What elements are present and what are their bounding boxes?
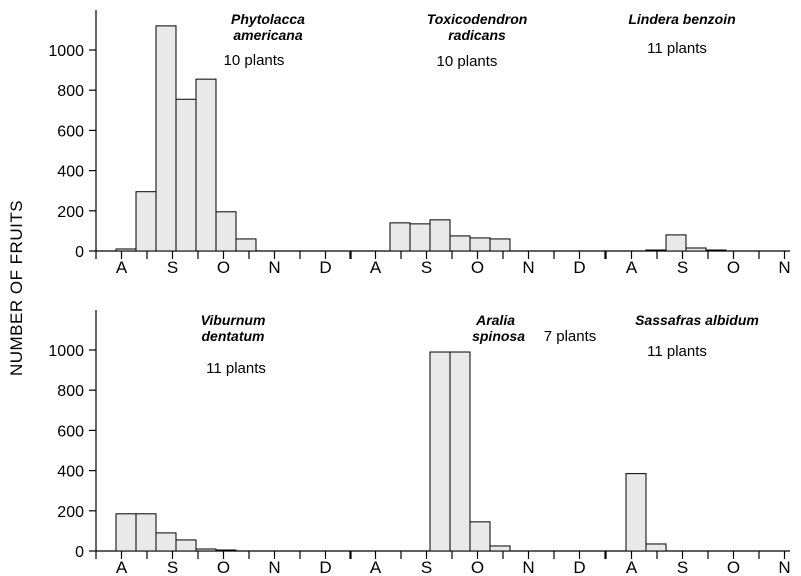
month-label: O (727, 558, 740, 576)
bar (449, 351, 471, 552)
bottom-panel: 0 200 400 600 800 1000 A S O N D A S O N D A S O N (48, 310, 791, 576)
y-axis-label: NUMBER OF FRUITS (7, 200, 26, 376)
plant-count-label: 10 plants (224, 52, 285, 69)
y-tick-label: 600 (57, 423, 84, 440)
y-tick-label: 800 (57, 383, 84, 400)
month-label: S (421, 258, 432, 277)
plant-count-label: 11 plants (647, 343, 707, 360)
y-tick-label: 800 (57, 83, 84, 100)
month-label: S (677, 258, 688, 277)
species-label: Aralia (475, 312, 515, 328)
month-label: S (167, 558, 178, 576)
bar (215, 549, 237, 552)
species-label: Toxicodendron (427, 11, 528, 27)
bar (235, 238, 257, 252)
month-label: A (626, 558, 638, 576)
bar (215, 211, 237, 252)
bar (175, 98, 197, 252)
month-label: D (319, 258, 331, 277)
month-label: O (471, 258, 484, 277)
y-tick-label: 0 (75, 544, 84, 561)
bar (155, 532, 177, 552)
bar (685, 247, 707, 252)
plant-count-label: 7 plants (544, 328, 597, 345)
y-tick-label: 400 (57, 464, 84, 481)
y-tick-label: 1000 (48, 43, 84, 60)
month-label: O (217, 258, 230, 277)
bar (469, 237, 491, 252)
bar (409, 223, 431, 252)
month-label: S (421, 558, 432, 576)
bar (115, 513, 137, 552)
month-label: D (573, 258, 585, 277)
month-label: D (319, 558, 331, 576)
month-label: N (522, 258, 534, 277)
month-label: N (778, 258, 790, 277)
y-tick-label: 200 (57, 504, 84, 521)
month-label: D (573, 558, 585, 576)
plant-count-label: 11 plants (647, 40, 707, 57)
bar (175, 539, 197, 552)
month-label: N (522, 558, 534, 576)
bar (135, 513, 157, 552)
species-label: Sassafras albidum (635, 312, 759, 328)
y-tick-label: 200 (57, 204, 84, 221)
month-label: A (370, 258, 382, 277)
bar (195, 548, 217, 552)
month-label: N (268, 258, 280, 277)
y-tick-label: 400 (57, 164, 84, 181)
bar (195, 78, 217, 252)
month-label: A (116, 258, 128, 277)
month-label: A (116, 558, 128, 576)
species-label: Lindera benzoin (628, 11, 735, 27)
bar (389, 222, 411, 252)
bar (449, 235, 471, 252)
bar (645, 543, 667, 552)
species-label: spinosa (472, 328, 525, 344)
plant-count-label: 11 plants (206, 360, 266, 377)
bar (135, 191, 157, 252)
bar (429, 219, 451, 252)
month-label: S (167, 258, 178, 277)
plant-count-label: 10 plants (437, 53, 498, 70)
species-label: dentatum (202, 328, 265, 344)
month-label: O (217, 558, 230, 576)
top-panel: 0 200 400 600 800 1000 A S O N D A S O N D A S O N (48, 10, 791, 277)
month-label: A (626, 258, 638, 277)
bar (645, 249, 667, 252)
month-label: N (268, 558, 280, 576)
bar (469, 521, 491, 552)
y-tick-label: 0 (75, 244, 84, 261)
species-label: Viburnum (201, 312, 266, 328)
bar (665, 234, 687, 252)
month-label: O (727, 258, 740, 277)
species-label: Phytolacca (231, 11, 305, 27)
bar (705, 249, 727, 252)
month-label: N (778, 558, 790, 576)
month-label: O (471, 558, 484, 576)
bar (489, 545, 511, 552)
y-tick-label: 1000 (48, 343, 84, 360)
bar (625, 473, 647, 552)
bar (115, 248, 137, 252)
y-tick-label: 600 (57, 123, 84, 140)
bar (429, 351, 451, 552)
bar (155, 25, 177, 252)
species-label: radicans (448, 27, 506, 43)
month-label: A (370, 558, 382, 576)
bar (489, 238, 511, 252)
month-label: S (677, 558, 688, 576)
species-label: americana (233, 27, 302, 43)
